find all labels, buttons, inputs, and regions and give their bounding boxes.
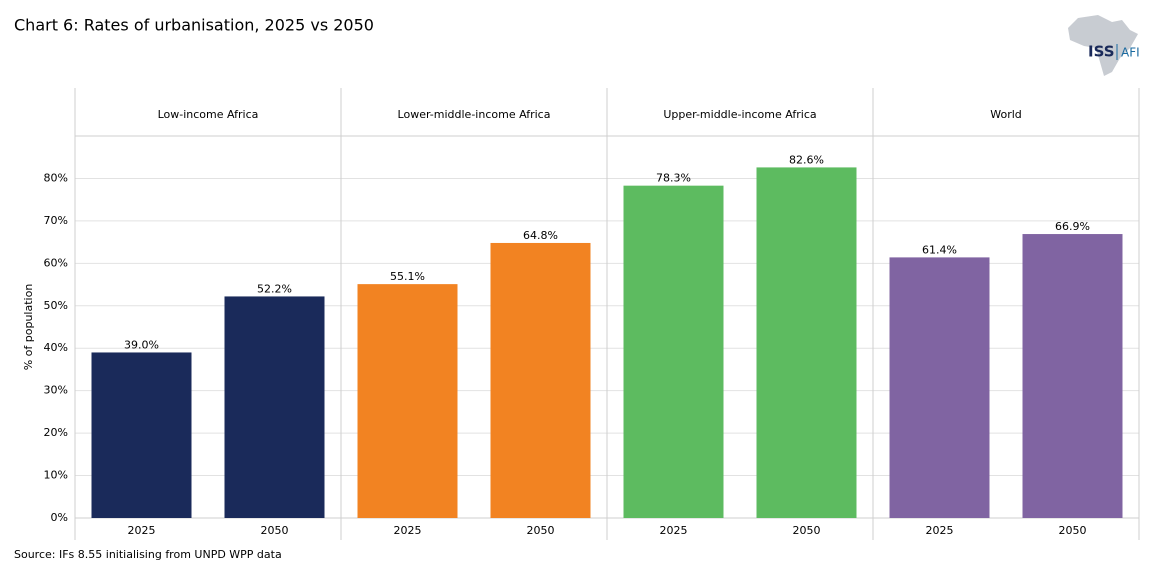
bar [756,167,857,519]
value-label: 52.2% [257,282,292,295]
x-tick-label: 2050 [261,524,289,537]
logo: ISS AFI [1068,15,1140,76]
y-tick-label: 20% [44,426,68,439]
source: Source: IFs 8.55 initialising from UNPD … [14,548,282,561]
bar [91,352,192,518]
bar [889,257,990,518]
y-tick-label: 40% [44,341,68,354]
x-tick-label: 2025 [660,524,688,537]
value-label: 61.4% [922,243,957,256]
y-tick-label: 10% [44,469,68,482]
logo-shape [1068,15,1138,76]
x-tick-label: 2025 [926,524,954,537]
logo-text: ISS [1088,43,1115,61]
logo-subtext: AFI [1121,46,1140,60]
x-tick-label: 2025 [128,524,156,537]
chart-title: Chart 6: Rates of urbanisation, 2025 vs … [14,16,374,35]
bar [357,284,458,518]
panel-title: Upper-middle-income Africa [663,108,816,121]
bar [623,185,724,518]
value-label: 39.0% [124,338,159,351]
x-tick-label: 2050 [793,524,821,537]
y-tick-label: 70% [44,214,68,227]
panel-title: World [990,108,1022,121]
x-tick-label: 2050 [527,524,555,537]
panel-title: Lower-middle-income Africa [398,108,551,121]
y-axis-label: % of population [22,284,35,371]
value-label: 78.3% [656,172,691,185]
panel-title: Low-income Africa [158,108,259,121]
value-label: 64.8% [523,229,558,242]
y-tick-label: 0% [51,511,68,524]
y-tick-label: 80% [44,171,68,184]
value-label: 66.9% [1055,220,1090,233]
y-tick-label: 50% [44,299,68,312]
value-label: 82.6% [789,153,824,166]
bar [224,296,325,518]
y-tick-label: 60% [44,256,68,269]
y-tick-label: 30% [44,384,68,397]
bar [1022,234,1123,518]
x-tick-label: 2025 [394,524,422,537]
value-label: 55.1% [390,270,425,283]
x-tick-label: 2050 [1059,524,1087,537]
bar [490,242,591,518]
